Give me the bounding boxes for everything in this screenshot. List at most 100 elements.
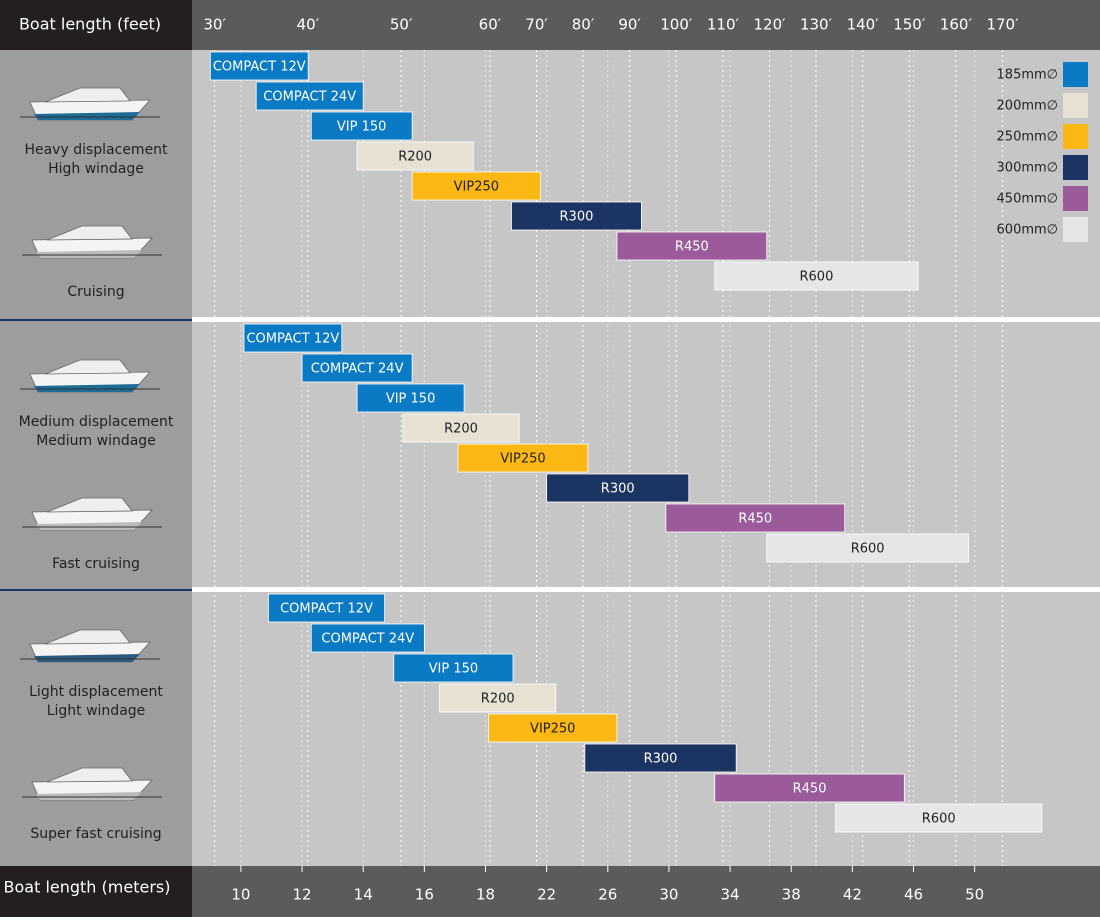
range-bar bbox=[393, 653, 514, 683]
bar-label: VIP 150 bbox=[337, 120, 387, 135]
x2-tick-label: 40′ bbox=[297, 16, 320, 34]
range-bar bbox=[301, 353, 413, 383]
x2-tick-label: 30′ bbox=[203, 16, 226, 34]
bar-label: R200 bbox=[398, 150, 432, 165]
legend-swatch bbox=[1063, 62, 1088, 87]
bar-label: R200 bbox=[444, 422, 478, 437]
bar-label: R600 bbox=[922, 812, 956, 827]
section-divider bbox=[0, 589, 192, 591]
range-bar bbox=[616, 231, 768, 261]
x-tick-label: 22 bbox=[537, 886, 556, 904]
bar-label: VIP250 bbox=[454, 180, 499, 195]
boat-icon bbox=[36, 250, 142, 258]
bar-label: COMPACT 24V bbox=[321, 632, 414, 647]
x-tick-label: 16 bbox=[415, 886, 434, 904]
boat-icon bbox=[34, 654, 140, 662]
legend-label: 250mm∅ bbox=[997, 130, 1058, 145]
x-tick-label: 30 bbox=[659, 886, 678, 904]
bar-label: R600 bbox=[800, 270, 834, 285]
x-tick-label: 14 bbox=[354, 886, 373, 904]
boat-icon bbox=[46, 497, 133, 513]
boat-type-label: Super fast cruising bbox=[30, 826, 161, 842]
bar-label: R450 bbox=[675, 240, 709, 255]
x-axis-title-bottom: Boat length (meters) bbox=[4, 878, 171, 897]
boat-type-label: Cruising bbox=[67, 284, 124, 300]
top-axis-title-cell bbox=[0, 0, 192, 50]
x-axis-title-top: Boat length (feet) bbox=[19, 15, 161, 34]
left-column bbox=[0, 0, 192, 917]
range-bar bbox=[255, 81, 364, 111]
range-bar bbox=[714, 261, 919, 291]
boat-type-label: Light displacement bbox=[29, 684, 163, 700]
legend-swatch bbox=[1063, 155, 1088, 180]
range-bar bbox=[439, 683, 557, 713]
range-bar bbox=[268, 593, 386, 623]
legend-swatch bbox=[1063, 186, 1088, 211]
x-tick-label: 42 bbox=[843, 886, 862, 904]
range-bar bbox=[665, 503, 846, 533]
boat-icon bbox=[36, 792, 142, 800]
bar-label: COMPACT 12V bbox=[280, 602, 373, 617]
boat-icon bbox=[34, 384, 140, 392]
bar-label: R300 bbox=[560, 210, 594, 225]
x-tick-label: 26 bbox=[598, 886, 617, 904]
boat-icon bbox=[44, 87, 131, 103]
x2-tick-label: 150′ bbox=[893, 16, 926, 34]
x2-tick-label: 170′ bbox=[986, 16, 1019, 34]
legend-label: 185mm∅ bbox=[997, 68, 1058, 83]
boat-type-label: Heavy displacement bbox=[24, 142, 168, 158]
x-tick-label: 46 bbox=[904, 886, 923, 904]
x2-tick-label: 110′ bbox=[707, 16, 740, 34]
section-divider bbox=[192, 317, 1100, 322]
range-bar bbox=[209, 51, 309, 81]
x-tick-label: 34 bbox=[721, 886, 740, 904]
legend-label: 450mm∅ bbox=[997, 192, 1058, 207]
range-bar bbox=[511, 201, 642, 231]
bar-label: VIP250 bbox=[530, 722, 575, 737]
range-bar bbox=[310, 111, 413, 141]
boat-icon bbox=[36, 522, 142, 530]
bar-label: VIP 150 bbox=[386, 392, 436, 407]
bar-label: R300 bbox=[601, 482, 635, 497]
range-bar bbox=[411, 171, 541, 201]
range-bar bbox=[714, 773, 905, 803]
boat-type-label: Medium windage bbox=[36, 433, 156, 449]
legend-swatch bbox=[1063, 217, 1088, 242]
boat-type-label: High windage bbox=[48, 161, 144, 177]
bar-label: R600 bbox=[851, 542, 885, 557]
bar-label: VIP 150 bbox=[429, 662, 479, 677]
range-bar bbox=[546, 473, 690, 503]
bar-label: R200 bbox=[481, 692, 515, 707]
top-axis-band bbox=[192, 0, 1100, 50]
bar-label: COMPACT 24V bbox=[311, 362, 404, 377]
x2-tick-label: 80′ bbox=[572, 16, 595, 34]
bar-label: COMPACT 24V bbox=[263, 90, 356, 105]
range-bar bbox=[457, 443, 589, 473]
x2-tick-label: 130′ bbox=[800, 16, 833, 34]
boat-icon bbox=[46, 767, 133, 783]
section-divider bbox=[192, 587, 1100, 592]
bar-label: COMPACT 12V bbox=[246, 332, 339, 347]
legend-label: 200mm∅ bbox=[997, 99, 1058, 114]
boat-type-label: Fast cruising bbox=[52, 556, 140, 572]
bar-label: R450 bbox=[793, 782, 827, 797]
bottom-axis-band bbox=[192, 866, 1100, 917]
x-tick-label: 10 bbox=[231, 886, 250, 904]
range-bar bbox=[402, 413, 520, 443]
section-divider bbox=[0, 319, 192, 321]
legend-label: 600mm∅ bbox=[997, 223, 1058, 238]
legend-label: 300mm∅ bbox=[997, 161, 1058, 176]
range-bar bbox=[584, 743, 737, 773]
range-bar bbox=[356, 141, 474, 171]
x2-tick-label: 90′ bbox=[618, 16, 641, 34]
bar-label: VIP250 bbox=[500, 452, 545, 467]
x2-tick-label: 140′ bbox=[847, 16, 880, 34]
x2-tick-label: 120′ bbox=[753, 16, 786, 34]
boat-icon bbox=[44, 629, 131, 645]
x-tick-label: 18 bbox=[476, 886, 495, 904]
range-bar bbox=[243, 323, 343, 353]
x-tick-label: 38 bbox=[782, 886, 801, 904]
bar-label: R450 bbox=[738, 512, 772, 527]
bottom-axis-title-cell bbox=[0, 866, 192, 917]
